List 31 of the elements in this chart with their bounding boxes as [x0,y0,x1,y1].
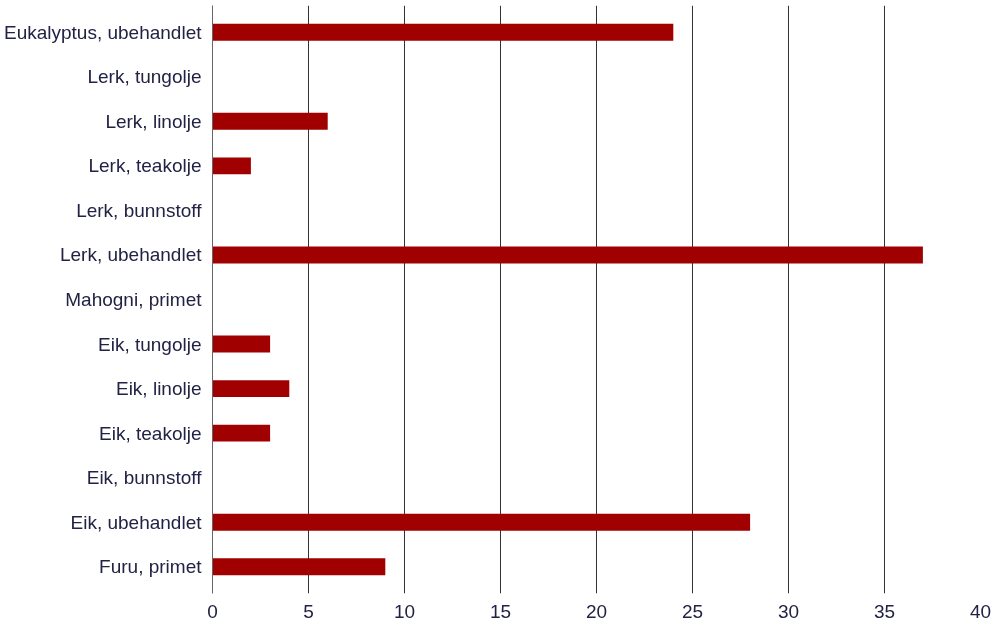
bar [212,246,923,264]
y-tick-label: Eukalyptus, ubehandlet [3,21,203,43]
y-tick-label: Lerk, ubehandlet [59,244,203,266]
x-tick-label: 15 [489,600,512,622]
bar [212,513,751,531]
bar [212,157,251,175]
y-tick-label: Eik, teakolje [99,422,202,444]
y-tick-label: Furu, primet [99,556,203,578]
y-tick-label: Eik, bunnstoff [86,467,203,489]
x-tick-label: 30 [777,600,800,622]
y-tick-label: Mahogni, primet [65,289,203,310]
x-tick-label: 20 [585,600,608,622]
y-tick-label: Eik, linolje [115,378,202,400]
y-tick-label: Eik, tungolje [97,333,202,355]
x-tick-label: 10 [393,600,416,622]
bar [212,380,290,398]
y-tick-label: Lerk, tungolje [87,66,202,88]
x-tick-label: 35 [873,600,896,622]
y-tick-label: Lerk, bunnstoff [76,199,203,221]
x-tick-label: 40 [969,600,992,622]
bar [212,424,271,442]
bar [212,335,271,353]
x-tick-label: 25 [681,600,704,622]
bar [212,558,386,576]
y-tick-label: Eik, ubehandlet [70,511,203,533]
bar [212,112,328,130]
y-tick-label: Lerk, linolje [105,110,202,132]
bar [212,23,674,41]
x-tick-label: 5 [303,600,314,622]
y-tick-label: Lerk, teakolje [88,155,202,177]
x-tick-label: 0 [207,600,218,622]
